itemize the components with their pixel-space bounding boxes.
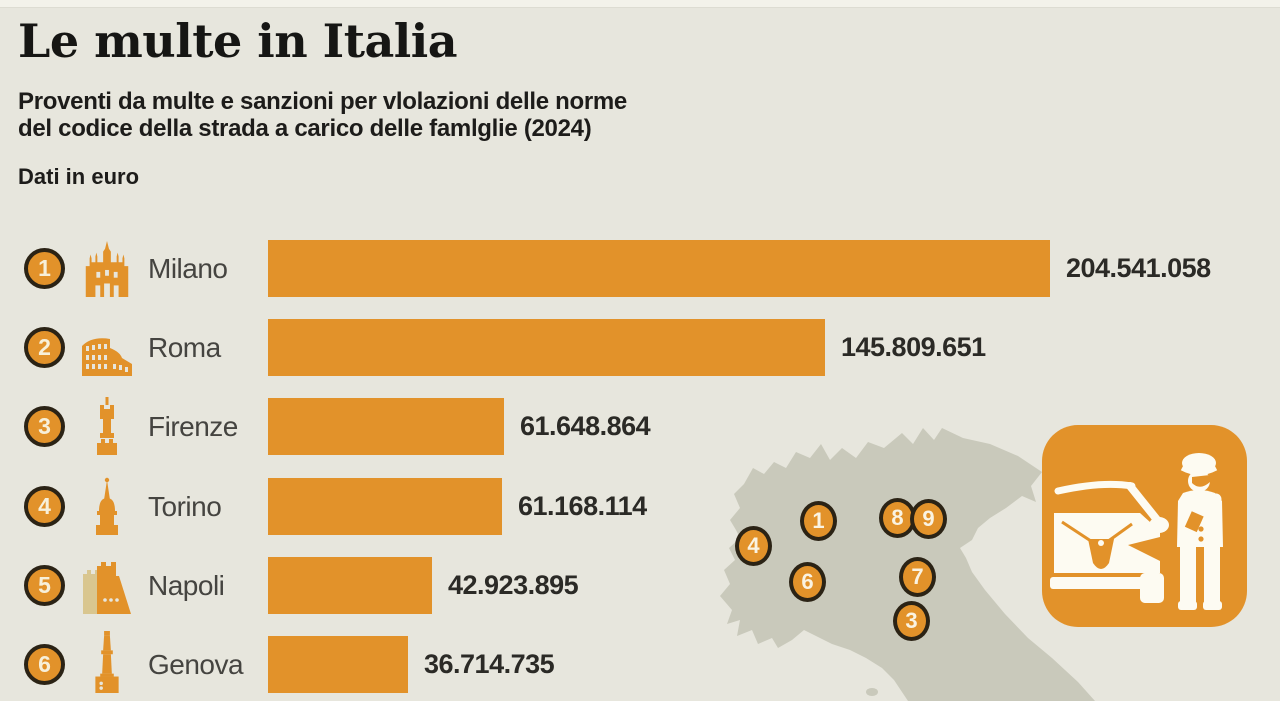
rank-number: 1 [38, 255, 51, 281]
value-milano: 204.541.058 [1066, 253, 1211, 283]
duomo-milano-icon [78, 240, 136, 297]
map-marker-7: 7 [899, 557, 936, 597]
table-row: 4 Torino 61.168.114 [0, 477, 1280, 535]
bar-firenze [268, 398, 504, 455]
traffic-officer-ticket-icon [1042, 425, 1247, 627]
city-label-napoli: Napoli [148, 570, 225, 601]
city-label-firenze: Firenze [148, 411, 238, 442]
bar-genova [268, 636, 408, 693]
colosseo-icon [78, 319, 136, 376]
bar-milano [268, 240, 1050, 297]
rank-number: 3 [38, 413, 51, 439]
map-marker-number: 1 [812, 508, 825, 533]
value-napoli: 42.923.895 [448, 570, 579, 600]
map-marker-6: 6 [789, 562, 826, 602]
city-label-milano: Milano [148, 253, 228, 284]
map-marker-1: 1 [800, 501, 837, 541]
palazzo-vecchio-icon [78, 397, 136, 455]
city-label-roma: Roma [148, 332, 221, 363]
rank-badge-3: 3 [24, 406, 65, 447]
value-torino: 61.168.114 [518, 491, 647, 521]
subtitle-line-2: del codice della strada a carico delle f… [18, 115, 592, 142]
value-firenze: 61.648.864 [520, 411, 651, 441]
table-row: 2 Roma 145.809.651 [0, 319, 1280, 376]
map-marker-number: 9 [922, 506, 935, 531]
bar-torino [268, 478, 502, 535]
rank-badge-4: 4 [24, 486, 65, 527]
top-strip [0, 0, 1280, 8]
car-icon [1050, 480, 1169, 603]
rank-number: 5 [38, 572, 51, 598]
map-marker-number: 6 [801, 569, 814, 594]
rank-number: 6 [38, 651, 51, 677]
map-marker-4: 4 [735, 526, 772, 566]
table-row: 3 Firenze 61.648.864 [0, 397, 1280, 455]
rank-badge-5: 5 [24, 565, 65, 606]
table-row: 5 Napoli 42.923.895 [0, 557, 1280, 614]
map-marker-number: 8 [891, 505, 904, 530]
city-label-genova: Genova [148, 649, 244, 680]
map-marker-number: 7 [911, 564, 924, 589]
map-marker-number: 3 [905, 608, 918, 633]
map-marker-9: 9 [910, 499, 947, 539]
bar-napoli [268, 557, 432, 614]
lanterna-icon [78, 631, 136, 693]
unit-note: Dati in euro [18, 164, 140, 189]
value-genova: 36.714.735 [424, 649, 555, 679]
small-island [866, 688, 878, 696]
rank-number: 2 [38, 334, 51, 360]
subtitle-line-1: Proventi da multe e sanzioni per vlolazi… [18, 88, 627, 115]
bar-roma [268, 319, 825, 376]
table-row: 6 Genova 36.714.735 [0, 631, 1280, 693]
rank-number: 4 [38, 493, 51, 519]
rank-badge-2: 2 [24, 327, 65, 368]
city-label-torino: Torino [148, 491, 222, 522]
officer-icon [1177, 453, 1223, 610]
rank-badge-1: 1 [24, 248, 65, 289]
castel-nuovo-icon [78, 557, 136, 614]
value-roma: 145.809.651 [841, 332, 986, 362]
rank-badge-6: 6 [24, 644, 65, 685]
table-row: 1 Milano 204.541.058 [0, 240, 1280, 297]
page-title: Le multe in Italia [18, 14, 458, 68]
map-marker-number: 4 [747, 533, 760, 558]
chart-subtitle: Proventi da multe e sanzioni per vlolazi… [18, 88, 627, 142]
mole-antonelliana-icon [78, 477, 136, 535]
map-marker-3: 3 [893, 601, 930, 641]
